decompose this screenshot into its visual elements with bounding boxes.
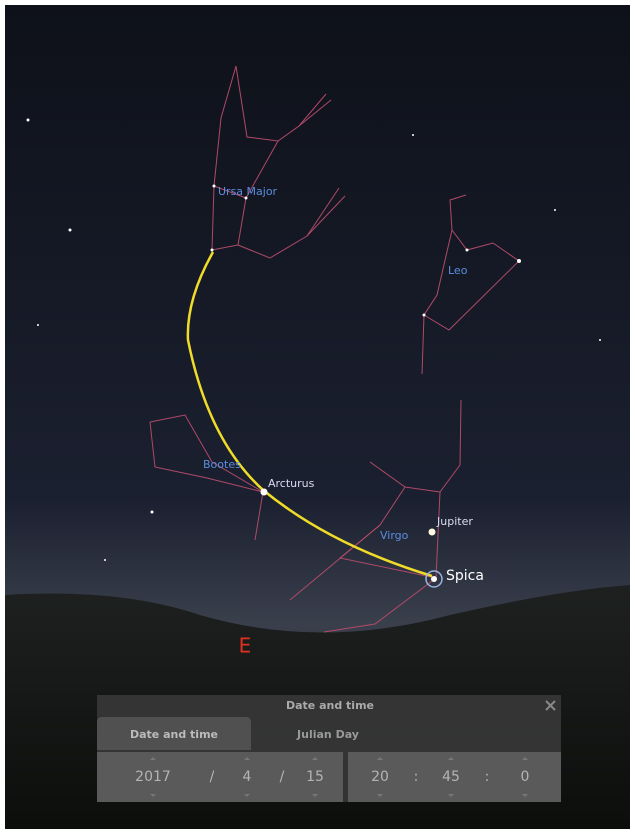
object-label: Jupiter [436,515,473,528]
dialog-title: Date and time [286,699,374,712]
month-field[interactable]: 4 [243,769,252,785]
constellation-label: Leo [448,264,468,277]
minute-field[interactable]: 45 [442,769,460,785]
tab-label[interactable]: Julian Day [296,728,359,741]
day-field[interactable]: 15 [306,769,324,785]
hour-field[interactable]: 20 [371,769,389,785]
year-field[interactable]: 2017 [135,769,171,785]
separator: / [280,769,285,785]
object-label: Arcturus [268,477,315,490]
separator: : [414,769,419,785]
date-time-dialog: Date and time Date and time Julian Day 2… [97,695,561,802]
separator: / [210,769,215,785]
constellation-label: Virgo [380,529,409,542]
object-label: Spica [446,568,484,584]
cardinal-point: E [239,634,252,658]
constellation-label: Bootes [203,458,241,471]
stellarium-view: Ursa Major Leo Bootes Virgo Arcturus Jup… [0,0,635,834]
second-field[interactable]: 0 [521,769,530,785]
tab-label[interactable]: Date and time [130,728,218,741]
separator: : [485,769,490,785]
constellation-label: Ursa Major [218,185,278,198]
